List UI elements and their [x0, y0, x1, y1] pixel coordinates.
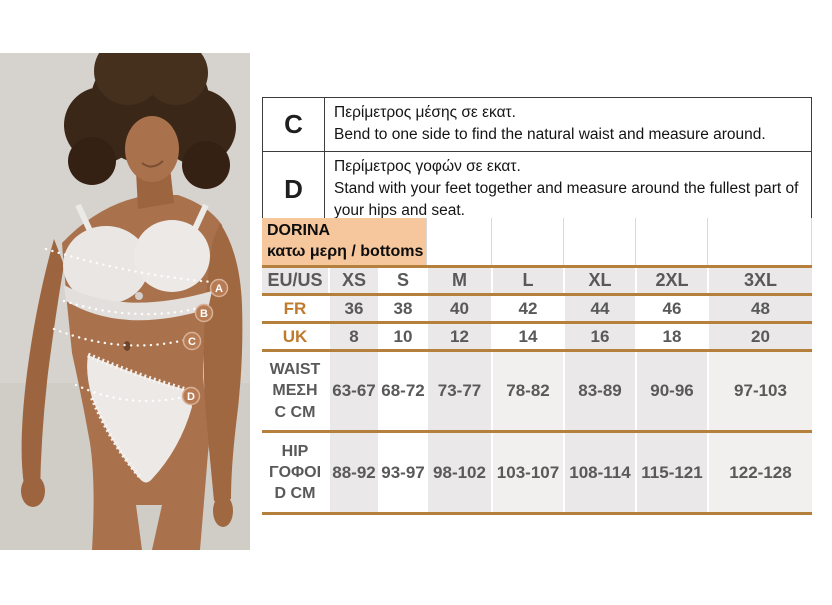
model-smile [141, 160, 164, 168]
size-cell: 14 [491, 324, 563, 349]
header-blank-cell [635, 218, 707, 265]
hip-line [74, 383, 186, 403]
waist-label-en: WAIST [269, 361, 321, 379]
hip-label-gr: ΓΟΦΟΙ [268, 463, 322, 481]
bra-strap-right [191, 203, 209, 233]
size-cell: 20 [707, 324, 812, 349]
bra [63, 203, 212, 321]
size-cell: 8 [328, 324, 378, 349]
marker-c: C [182, 331, 202, 351]
marker-a-letter: A [215, 283, 223, 295]
measurement-cell: 98-102 [426, 433, 491, 512]
size-cell: 3XL [707, 268, 812, 293]
model-left-arm [21, 239, 65, 495]
size-row-uk: UK 8 10 12 14 16 18 20 [262, 324, 812, 352]
header-blank-cell [563, 218, 635, 265]
model-hair [64, 53, 236, 189]
measurement-cell: 97-103 [707, 352, 812, 430]
row-label-waist: WAIST ΜΕΣΗ C CM [262, 352, 328, 430]
measurement-cell: 78-82 [491, 352, 563, 430]
markers: A B C D [181, 278, 229, 406]
row-label-uk: UK [262, 324, 328, 349]
size-cell: 12 [426, 324, 491, 349]
measurement-cell: 88-92 [328, 433, 378, 512]
size-cell: L [491, 268, 563, 293]
brand-name: DORINA [267, 222, 331, 240]
header-blank-cell [707, 218, 812, 265]
guide-english-d: Stand with your feet together and measur… [334, 180, 799, 219]
waist-label-gr: ΜΕΣΗ [272, 382, 318, 400]
guide-row-d: D Περίμετρος γοφών σε εκατ. Stand with y… [263, 151, 811, 227]
size-cell: 38 [378, 296, 426, 321]
measurement-cell: 93-97 [378, 433, 426, 512]
brand-subtitle: κατω μερη / bottoms [267, 243, 424, 260]
measurement-cell: 108-114 [563, 433, 635, 512]
size-cell: 2XL [635, 268, 707, 293]
size-cell: M [426, 268, 491, 293]
bottoms [87, 352, 192, 483]
size-cell: 36 [328, 296, 378, 321]
size-cell: 16 [563, 324, 635, 349]
measurement-cell: 103-107 [491, 433, 563, 512]
guide-row-c: C Περίμετρος μέσης σε εκατ. Bend to one … [263, 98, 811, 151]
marker-d-letter: D [187, 391, 195, 403]
size-row-euus: EU/US XS S M L XL 2XL 3XL [262, 268, 812, 296]
guide-text-c: Περίμετρος μέσης σε εκατ. Bend to one si… [325, 98, 811, 151]
brand-header: DORINA κατω μερη / bottoms [262, 218, 426, 265]
model-photo: A B C D [0, 53, 250, 550]
size-cell: 10 [378, 324, 426, 349]
header-blank-cell [491, 218, 563, 265]
marker-d: D [181, 386, 201, 406]
bust-line [44, 247, 214, 284]
measurement-lines [44, 247, 214, 403]
measurement-cell: 73-77 [426, 352, 491, 430]
model-left-hand [21, 475, 45, 507]
size-cell: XL [563, 268, 635, 293]
waist-line [52, 327, 187, 347]
measurement-cell: 122-128 [707, 433, 812, 512]
measurement-row-waist: WAIST ΜΕΣΗ C CM 63-67 68-72 73-77 78-82 … [262, 352, 812, 433]
measurement-cell: 83-89 [563, 352, 635, 430]
guide-english-c: Bend to one side to find the natural wai… [334, 126, 766, 143]
size-cell: 48 [707, 296, 812, 321]
size-cell: 46 [635, 296, 707, 321]
row-label-euus: EU/US [262, 268, 328, 293]
measure-guide-table: C Περίμετρος μέσης σε εκατ. Bend to one … [262, 97, 812, 228]
measurement-cell: 90-96 [635, 352, 707, 430]
size-row-fr: FR 36 38 40 42 44 46 48 [262, 296, 812, 324]
size-chart-table: DORINA κατω μερη / bottoms EU/US XS S M … [262, 218, 812, 515]
measurement-cell: 115-121 [635, 433, 707, 512]
guide-letter-c: C [263, 98, 325, 151]
header-blank-cell [426, 218, 491, 265]
measurement-cell: 63-67 [328, 352, 378, 430]
hip-label-unit: D CM [274, 485, 316, 503]
measurement-row-hip: HIP ΓΟΦΟΙ D CM 88-92 93-97 98-102 103-10… [262, 433, 812, 515]
size-cell: 40 [426, 296, 491, 321]
model-illustration: A B C D [0, 53, 250, 550]
hip-label-en: HIP [281, 442, 309, 460]
size-cell: S [378, 268, 426, 293]
model-face [125, 116, 179, 182]
row-label-hip: HIP ΓΟΦΟΙ D CM [262, 433, 328, 512]
marker-c-letter: C [188, 336, 196, 348]
brand-header-row: DORINA κατω μερη / bottoms [262, 218, 812, 268]
row-label-fr: FR [262, 296, 328, 321]
navel [123, 341, 131, 351]
guide-greek-d: Περίμετρος γοφών σε εκατ. [334, 158, 521, 175]
guide-greek-c: Περίμετρος μέσης σε εκατ. [334, 104, 516, 121]
guide-text-d: Περίμετρος γοφών σε εκατ. Stand with you… [325, 152, 811, 227]
marker-b-letter: B [200, 308, 208, 320]
guide-letter-d: D [263, 152, 325, 227]
size-cell: XS [328, 268, 378, 293]
size-cell: 18 [635, 324, 707, 349]
size-cell: 44 [563, 296, 635, 321]
marker-a: A [209, 278, 229, 298]
waist-label-unit: C CM [274, 403, 316, 421]
size-cell: 42 [491, 296, 563, 321]
model-right-hand [213, 495, 233, 527]
leg-gap [136, 505, 162, 550]
marker-b: B [194, 303, 214, 323]
measurement-cell: 68-72 [378, 352, 426, 430]
